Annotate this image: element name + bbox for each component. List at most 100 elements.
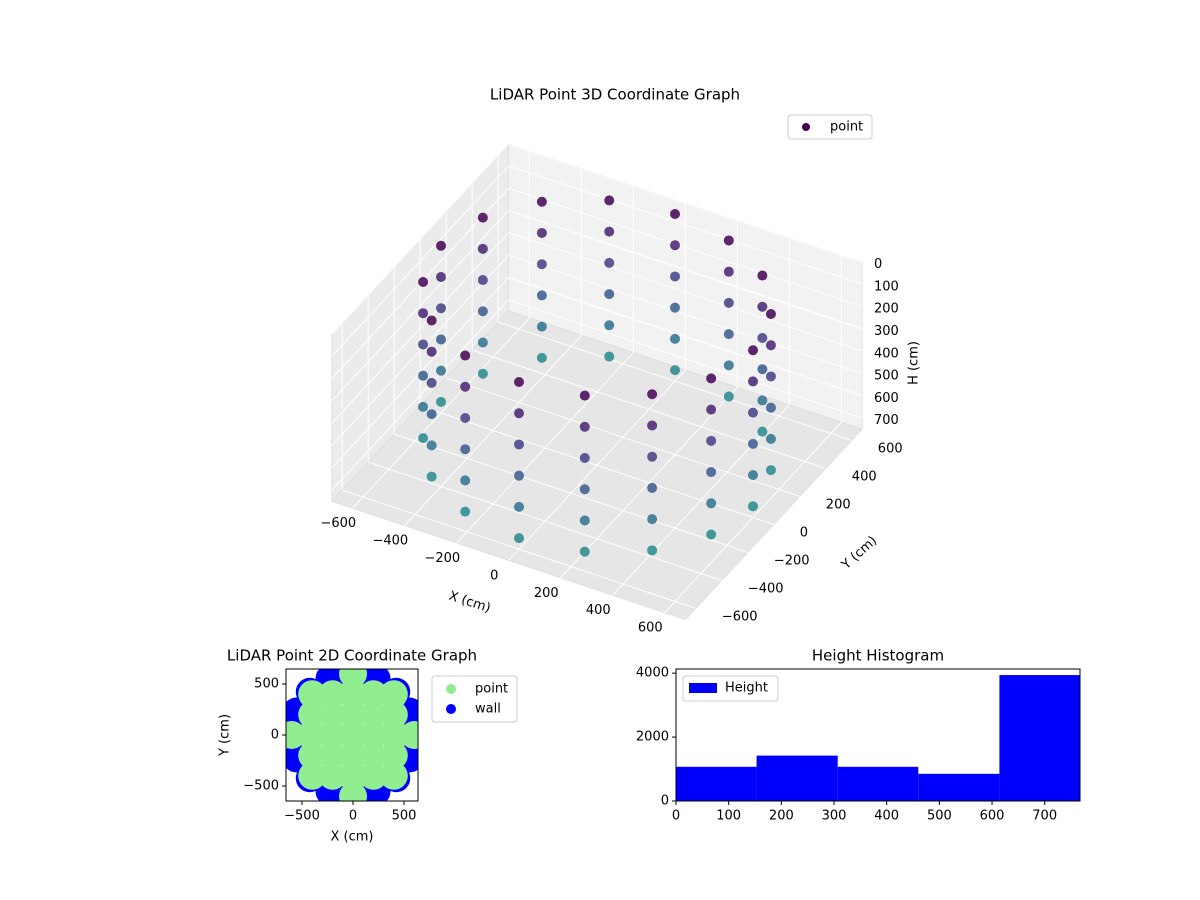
- bar: [837, 766, 919, 801]
- x-axis-label: X (cm): [331, 830, 374, 845]
- point: [379, 680, 408, 709]
- point: [318, 761, 347, 790]
- point: [748, 438, 758, 449]
- point: [436, 303, 446, 314]
- z-tick-label: 0: [874, 257, 882, 272]
- legend-marker: [446, 684, 456, 694]
- point: [748, 407, 758, 418]
- point: [536, 196, 547, 207]
- point: [604, 195, 615, 206]
- point: [536, 321, 547, 332]
- point: [757, 270, 768, 281]
- chart-title: LiDAR Point 2D Coordinate Graph: [227, 647, 477, 665]
- point: [359, 680, 388, 709]
- chart-title: Height Histogram: [812, 647, 944, 665]
- y-tick-label: 4000: [636, 666, 669, 681]
- point: [604, 257, 615, 268]
- point: [339, 669, 368, 688]
- z-tick-label: 500: [874, 369, 899, 384]
- grid-line: [508, 187, 863, 308]
- point: [765, 308, 776, 319]
- y-tick-label: 0: [271, 728, 279, 743]
- point: [298, 741, 327, 770]
- point: [359, 741, 388, 770]
- z-tick-label: 300: [874, 324, 899, 339]
- point: [477, 212, 488, 223]
- x-tick-label: 500: [392, 809, 417, 824]
- bar: [756, 755, 838, 801]
- point: [298, 680, 327, 709]
- bar: [918, 773, 1000, 801]
- point: [436, 365, 446, 376]
- y-axis-label: Y (cm): [218, 714, 233, 757]
- grid-line: [508, 210, 863, 330]
- point: [757, 332, 768, 343]
- point: [723, 391, 734, 402]
- y-tick-label: −500: [243, 779, 279, 794]
- point: [339, 680, 368, 709]
- grid-line: [331, 254, 509, 446]
- point: [579, 515, 590, 526]
- point: [460, 506, 471, 517]
- point: [647, 420, 658, 431]
- point: [748, 345, 758, 356]
- point: [477, 306, 488, 317]
- grid-line: [368, 461, 722, 581]
- point: [379, 741, 408, 770]
- bar: [676, 766, 757, 801]
- point: [477, 337, 488, 348]
- z-tick-label: 700: [874, 413, 899, 428]
- point: [359, 761, 388, 790]
- grid-line: [508, 276, 863, 397]
- legend-label: point: [475, 682, 508, 697]
- x-tick-label: 400: [874, 809, 899, 824]
- point: [460, 350, 471, 361]
- point: [757, 426, 768, 437]
- point: [765, 465, 776, 476]
- point: [723, 235, 734, 246]
- point: [339, 761, 368, 790]
- legend-label: point: [830, 120, 863, 135]
- point: [723, 297, 734, 308]
- point: [536, 259, 547, 270]
- point: [604, 320, 615, 331]
- grid-line: [508, 299, 863, 419]
- point: [318, 721, 347, 749]
- point: [418, 433, 429, 444]
- point: [460, 381, 471, 392]
- point: [426, 409, 437, 420]
- point: [400, 721, 418, 749]
- chart-title: LiDAR Point 3D Coordinate Graph: [490, 86, 740, 104]
- plot-area: [286, 669, 418, 801]
- point: [418, 308, 429, 319]
- x-tick-label: 200: [769, 809, 794, 824]
- x-tick-label: −200: [424, 551, 460, 566]
- z-tick-label: 600: [874, 391, 899, 406]
- point: [379, 721, 408, 749]
- point: [536, 227, 547, 238]
- y-tick-label: −200: [774, 554, 810, 569]
- point: [339, 700, 368, 729]
- point: [765, 340, 776, 351]
- point: [706, 467, 717, 478]
- point: [706, 435, 717, 446]
- point: [426, 315, 437, 326]
- point: [765, 371, 776, 382]
- grid-line: [394, 433, 748, 553]
- y-tick-label: 0: [800, 526, 808, 541]
- z-axis-label: H (cm): [907, 341, 922, 385]
- point: [379, 761, 408, 790]
- point: [670, 302, 680, 313]
- point: [579, 484, 590, 495]
- point: [436, 272, 446, 283]
- point: [757, 395, 768, 406]
- point: [670, 333, 680, 344]
- point: [723, 266, 734, 277]
- x-tick-label: −600: [320, 516, 356, 531]
- z-tick-label: 100: [874, 279, 899, 294]
- point: [536, 352, 547, 363]
- point: [436, 396, 446, 407]
- grid-line: [331, 143, 509, 335]
- point: [757, 364, 768, 375]
